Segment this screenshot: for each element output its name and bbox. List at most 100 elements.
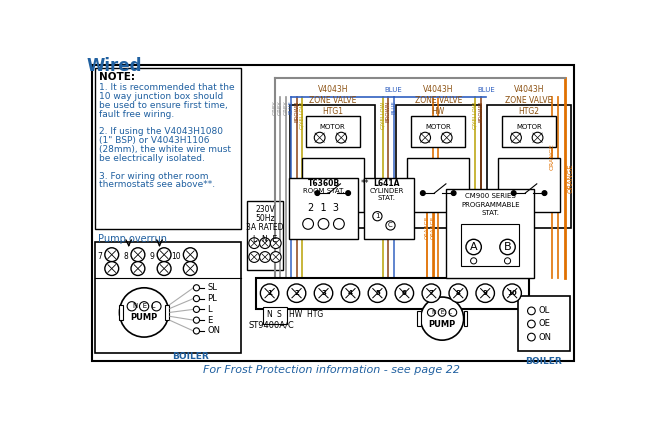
Bar	[502, 116, 556, 147]
Circle shape	[441, 132, 452, 143]
Text: (1" BSP) or V4043H1106: (1" BSP) or V4043H1106	[100, 136, 210, 145]
Circle shape	[505, 258, 510, 264]
Bar	[291, 105, 375, 228]
Text: 8: 8	[456, 290, 461, 296]
Text: V4043H
ZONE VALVE
HW: V4043H ZONE VALVE HW	[415, 85, 462, 116]
Text: BROWN: BROWN	[294, 101, 299, 122]
Bar	[247, 201, 283, 270]
Bar	[95, 242, 241, 353]
Circle shape	[193, 306, 199, 312]
Text: BLUE: BLUE	[385, 87, 402, 93]
Circle shape	[527, 320, 535, 328]
Text: 9: 9	[150, 252, 155, 261]
Circle shape	[127, 302, 137, 311]
Text: 7: 7	[429, 290, 433, 296]
Circle shape	[333, 219, 344, 229]
Text: GREY: GREY	[283, 101, 289, 115]
Circle shape	[470, 258, 477, 264]
Circle shape	[449, 308, 457, 316]
Bar	[411, 116, 465, 147]
Circle shape	[105, 248, 118, 262]
Text: (28mm), the white wire must: (28mm), the white wire must	[100, 145, 232, 154]
Circle shape	[314, 132, 325, 143]
Text: N: N	[267, 310, 272, 319]
Text: L: L	[207, 305, 212, 314]
Text: 50Hz: 50Hz	[255, 214, 275, 223]
Bar	[364, 178, 413, 239]
Bar	[487, 105, 571, 228]
Text: G/YELLOW: G/YELLOW	[300, 101, 305, 129]
Bar	[95, 68, 241, 229]
Text: For Frost Protection information - see page 22: For Frost Protection information - see p…	[203, 365, 460, 375]
Text: L641A: L641A	[373, 179, 400, 188]
Text: 1: 1	[375, 213, 380, 219]
Circle shape	[157, 262, 171, 276]
Text: G/YELLOW: G/YELLOW	[380, 101, 386, 129]
Circle shape	[314, 284, 333, 303]
Bar	[464, 311, 468, 326]
Circle shape	[341, 284, 360, 303]
Text: 1. It is recommended that the: 1. It is recommended that the	[100, 83, 235, 92]
Circle shape	[193, 317, 199, 323]
Text: T6360B: T6360B	[307, 179, 340, 188]
Text: MOTOR: MOTOR	[320, 124, 345, 130]
Text: 4: 4	[348, 290, 353, 296]
Circle shape	[270, 252, 281, 262]
Circle shape	[428, 308, 435, 316]
Circle shape	[105, 262, 118, 276]
Circle shape	[249, 252, 259, 262]
Text: Pump overrun: Pump overrun	[98, 234, 167, 244]
Text: 9: 9	[483, 290, 488, 296]
Text: NOTE:: NOTE:	[100, 72, 135, 82]
Bar	[518, 295, 570, 351]
Circle shape	[527, 307, 535, 315]
Text: BOILER: BOILER	[525, 357, 562, 366]
Text: 230V: 230V	[255, 205, 275, 214]
Text: 10: 10	[171, 252, 181, 261]
Circle shape	[157, 248, 171, 262]
Circle shape	[466, 239, 481, 255]
Bar	[446, 189, 534, 278]
Bar	[461, 224, 519, 266]
Circle shape	[270, 238, 281, 249]
Text: BLUE: BLUE	[289, 101, 294, 114]
Circle shape	[421, 191, 425, 195]
Circle shape	[438, 308, 446, 316]
Text: PUMP: PUMP	[131, 313, 158, 322]
Text: fault free wiring.: fault free wiring.	[100, 110, 175, 119]
Circle shape	[183, 262, 197, 276]
Text: ON: ON	[207, 327, 220, 335]
Text: CYLINDER: CYLINDER	[369, 188, 404, 194]
Text: MOTOR: MOTOR	[425, 124, 451, 130]
Text: 10: 10	[507, 290, 517, 296]
Circle shape	[532, 132, 543, 143]
Text: 5: 5	[375, 290, 380, 296]
Text: 6: 6	[402, 290, 407, 296]
Text: ROOM STAT.: ROOM STAT.	[303, 188, 344, 194]
Text: Wired: Wired	[86, 57, 142, 75]
Bar	[165, 305, 169, 320]
Text: HW  HTG: HW HTG	[289, 310, 323, 319]
Circle shape	[368, 284, 387, 303]
Circle shape	[259, 238, 270, 249]
Circle shape	[260, 284, 279, 303]
Text: OL: OL	[538, 306, 549, 315]
Text: PROGRAMMABLE: PROGRAMMABLE	[461, 202, 520, 208]
Circle shape	[152, 302, 161, 311]
Circle shape	[120, 288, 169, 337]
Circle shape	[131, 248, 145, 262]
Text: 3A RATED: 3A RATED	[247, 223, 284, 232]
Text: E: E	[207, 316, 212, 325]
Text: C: C	[388, 222, 393, 228]
Circle shape	[140, 302, 149, 311]
Text: V4043H
ZONE VALVE
HTG1: V4043H ZONE VALVE HTG1	[309, 85, 356, 116]
Text: OE: OE	[538, 319, 550, 328]
Text: 8: 8	[124, 252, 129, 261]
Text: ON: ON	[538, 333, 551, 341]
Bar	[263, 307, 287, 324]
Text: CM900 SERIES: CM900 SERIES	[465, 193, 516, 199]
Text: MOTOR: MOTOR	[516, 124, 542, 130]
Text: V4043H
ZONE VALVE
HTG2: V4043H ZONE VALVE HTG2	[505, 85, 553, 116]
Circle shape	[449, 284, 468, 303]
Text: STAT.: STAT.	[378, 195, 396, 201]
